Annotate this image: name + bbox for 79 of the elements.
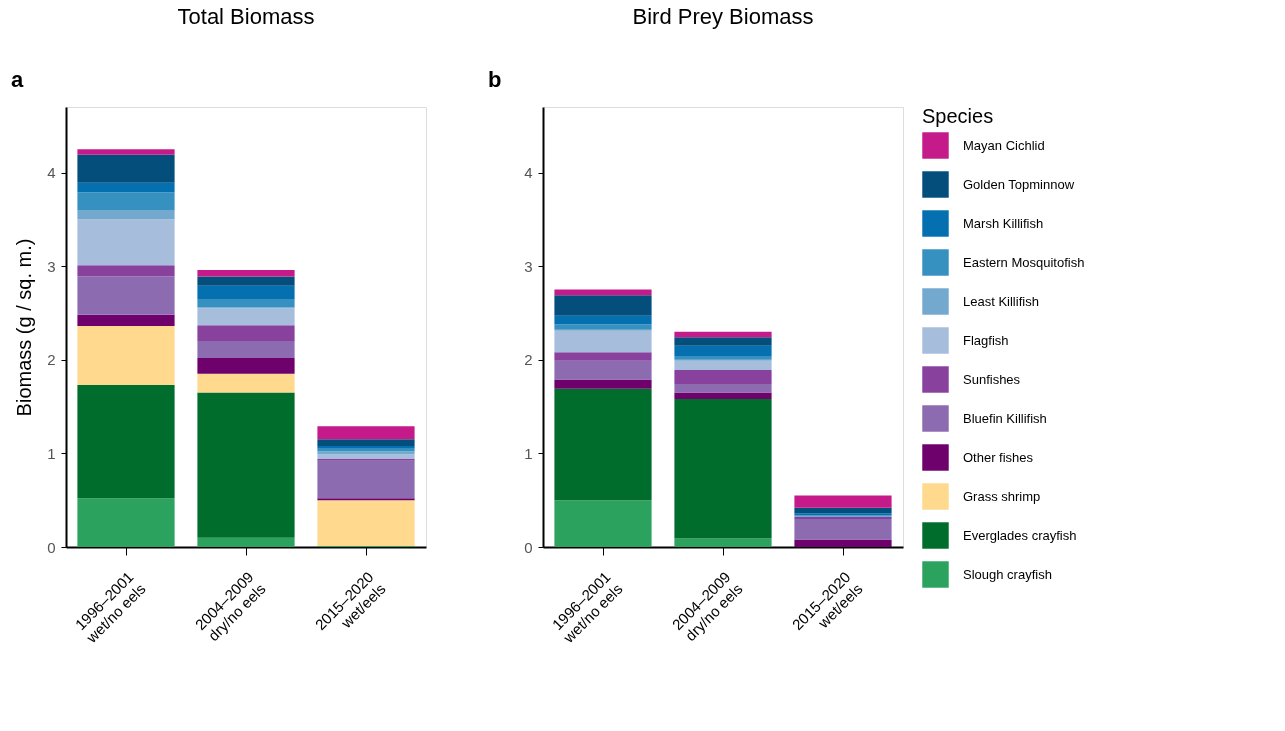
bar xyxy=(554,330,652,353)
bar xyxy=(197,373,295,393)
bar xyxy=(554,295,652,316)
bar xyxy=(77,192,175,210)
legend-label: Eastern Mosquitofish xyxy=(963,254,1085,270)
bar xyxy=(77,154,175,183)
legend-label: Golden Topminnow xyxy=(963,176,1075,192)
bar xyxy=(317,439,415,446)
y-tick-label: 3 xyxy=(47,257,56,275)
legend-label: Slough crayfish xyxy=(963,566,1052,582)
bar xyxy=(197,285,295,299)
bar xyxy=(674,331,772,338)
bar xyxy=(794,507,892,514)
legend-label: Other fishes xyxy=(963,449,1034,465)
bar xyxy=(197,341,295,358)
bar xyxy=(674,384,772,393)
bar xyxy=(554,315,652,325)
legend-label: Grass shrimp xyxy=(963,488,1041,504)
bar xyxy=(674,360,772,371)
bar xyxy=(77,276,175,315)
bar xyxy=(77,149,175,155)
legend-label: Everglades crayfish xyxy=(963,527,1077,543)
bar xyxy=(317,500,415,547)
legend-label: Flagfish xyxy=(963,332,1009,348)
chart-title: Total Biomass xyxy=(177,4,315,29)
bar xyxy=(77,326,175,386)
text: b xyxy=(488,67,502,92)
bar xyxy=(794,518,892,540)
bar xyxy=(197,357,295,374)
y-axis-title: Biomass (g / sq. m.) xyxy=(13,238,36,417)
y-tick-label: 0 xyxy=(47,538,56,556)
bar xyxy=(197,392,295,538)
bar xyxy=(317,460,415,499)
legend-label: Bluefin Killifish xyxy=(963,410,1047,426)
bar xyxy=(77,219,175,266)
bar xyxy=(317,454,415,459)
bar xyxy=(77,182,175,193)
bar xyxy=(674,370,772,385)
chart-title: Bird Prey Biomass xyxy=(632,4,814,29)
bar xyxy=(197,308,295,326)
text: a xyxy=(11,67,24,92)
bar xyxy=(674,538,772,547)
y-tick-label: 4 xyxy=(524,164,533,182)
bar xyxy=(554,379,652,389)
y-tick-label: 1 xyxy=(47,444,56,462)
bar xyxy=(554,500,652,547)
bar xyxy=(674,392,772,400)
legend-label: Least Killifish xyxy=(963,293,1039,309)
bar xyxy=(197,298,295,308)
bar xyxy=(197,276,295,286)
bar xyxy=(77,209,175,220)
bar xyxy=(554,289,652,296)
bar xyxy=(554,360,652,380)
bar xyxy=(77,314,175,327)
bar xyxy=(77,265,175,277)
y-tick-label: 2 xyxy=(47,351,56,369)
legend-label: Marsh Killifish xyxy=(963,215,1044,231)
bar xyxy=(794,539,892,547)
y-tick-label: 2 xyxy=(524,351,533,369)
bar xyxy=(197,269,295,277)
bar xyxy=(77,498,175,547)
y-tick-label: 1 xyxy=(524,444,533,462)
y-tick-label: 3 xyxy=(524,257,533,275)
y-tick-label: 4 xyxy=(47,164,56,182)
bar xyxy=(77,385,175,499)
y-tick-label: 0 xyxy=(524,538,533,556)
bar xyxy=(554,324,652,330)
bar xyxy=(317,426,415,440)
bar xyxy=(674,345,772,357)
legend-title: Species xyxy=(922,105,994,127)
bar xyxy=(197,537,295,547)
bar xyxy=(674,337,772,346)
legend-label: Sunfishes xyxy=(963,371,1021,387)
bar xyxy=(674,399,772,539)
bar xyxy=(794,495,892,508)
bar xyxy=(554,352,652,361)
bar xyxy=(197,325,295,342)
legend-label: Mayan Cichlid xyxy=(963,137,1045,153)
bar xyxy=(554,388,652,501)
